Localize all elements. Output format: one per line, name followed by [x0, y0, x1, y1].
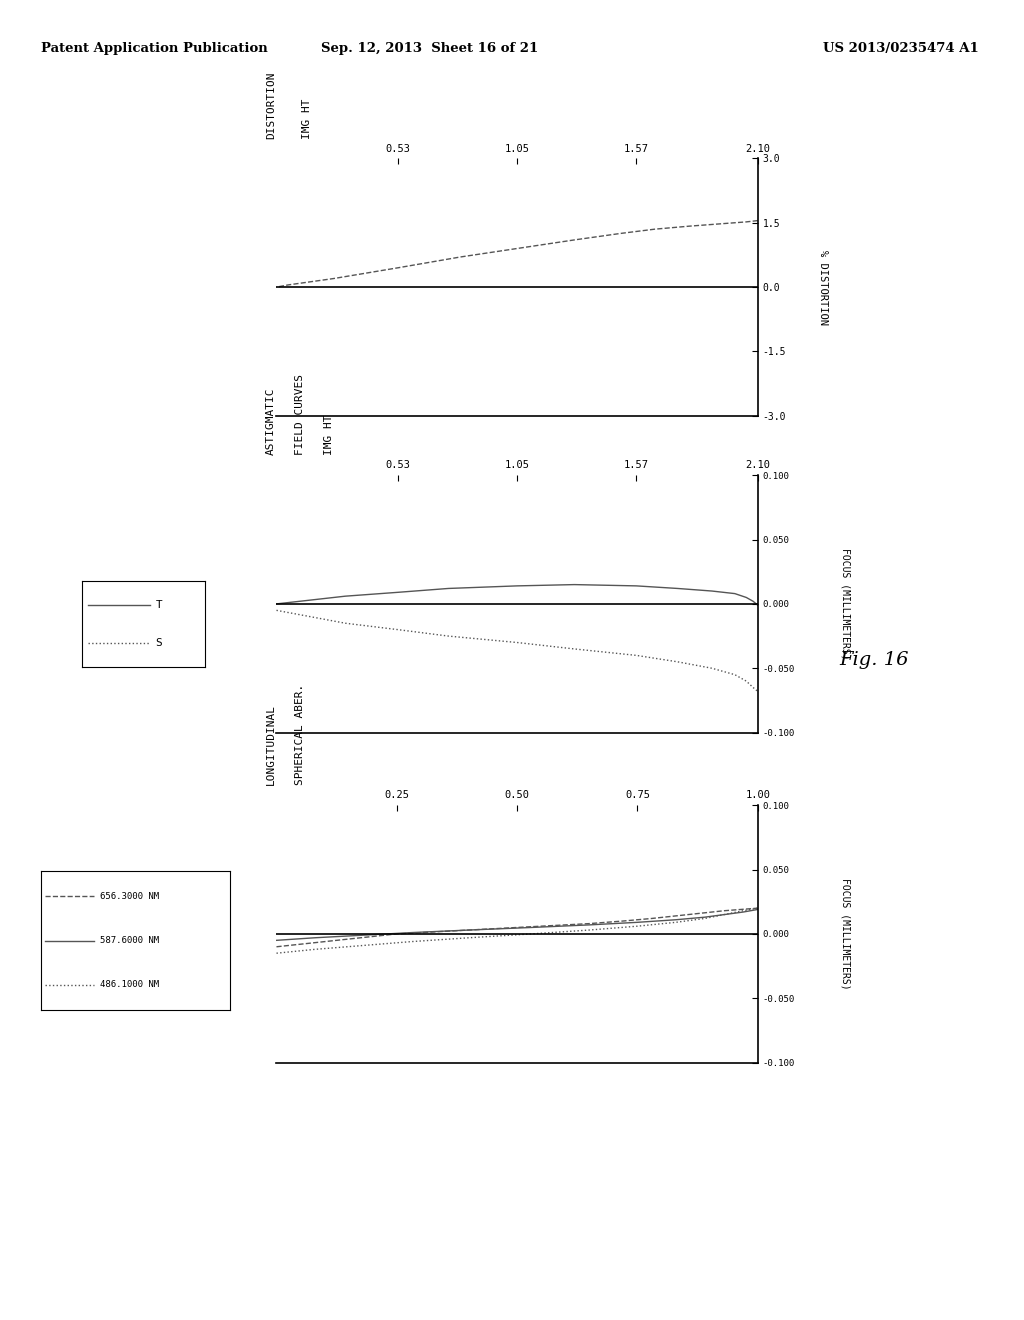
Y-axis label: % DISTORTION: % DISTORTION: [818, 249, 827, 325]
Text: Sep. 12, 2013  Sheet 16 of 21: Sep. 12, 2013 Sheet 16 of 21: [322, 42, 539, 55]
Text: IMG HT: IMG HT: [324, 414, 334, 455]
Text: US 2013/0235474 A1: US 2013/0235474 A1: [823, 42, 979, 55]
Text: 486.1000 NM: 486.1000 NM: [99, 981, 159, 990]
Text: SPHERICAL ABER.: SPHERICAL ABER.: [295, 684, 305, 785]
Y-axis label: FOCUS (MILLIMETERS): FOCUS (MILLIMETERS): [841, 878, 850, 990]
Text: 656.3000 NM: 656.3000 NM: [99, 891, 159, 900]
Text: LONGITUDINAL: LONGITUDINAL: [266, 705, 276, 785]
Text: 587.6000 NM: 587.6000 NM: [99, 936, 159, 945]
Text: Fig. 16: Fig. 16: [840, 651, 909, 669]
Text: T: T: [156, 599, 163, 610]
Text: FIELD CURVES: FIELD CURVES: [295, 375, 305, 455]
Y-axis label: FOCUS (MILLIMETERS): FOCUS (MILLIMETERS): [841, 548, 850, 660]
Text: Patent Application Publication: Patent Application Publication: [41, 42, 267, 55]
Text: S: S: [156, 638, 163, 648]
Text: ASTIGMATIC: ASTIGMATIC: [266, 388, 276, 455]
Text: DISTORTION: DISTORTION: [266, 71, 276, 139]
Text: IMG HT: IMG HT: [302, 98, 312, 139]
